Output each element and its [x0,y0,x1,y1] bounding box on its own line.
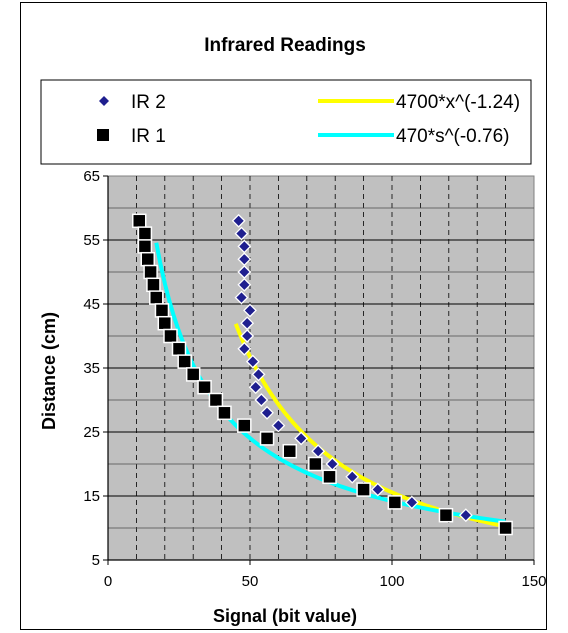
point-ir1 [387,495,403,510]
x-tick-label: 50 [242,573,259,590]
point-ir2 [294,431,309,446]
point-ir1 [157,315,173,331]
y-tick-label: 55 [83,232,100,249]
point-ir2 [240,329,255,343]
point-ir1 [356,482,371,497]
point-ir2 [254,393,269,407]
point-ir1 [137,226,153,241]
point-ir1 [208,392,224,408]
x-tick-label: 0 [104,573,112,590]
point-ir1 [438,507,454,523]
y-tick-label: 15 [83,488,100,505]
point-ir2 [370,482,385,497]
x-axis-title: Signal (bit value) [213,606,357,626]
y-tick-label: 35 [83,360,100,377]
chart: Infrared Readings IR 2 IR 1 4700*x^(-1.2… [39,35,547,626]
axes [103,175,535,565]
tick-labels: 0 50 100 150 5 15 25 35 45 55 65 [83,168,546,590]
legend-entry-trend-ir2: 4700*x^(-1.24) [318,92,520,113]
point-ir2 [237,277,252,292]
chart-title: Infrared Readings [204,35,366,56]
point-ir1 [146,277,161,293]
point-ir1 [149,290,164,305]
y-tick-label: 45 [83,296,100,313]
point-ir2 [234,290,249,305]
point-ir2 [345,469,360,484]
point-ir1 [498,520,513,536]
point-ir2 [271,418,286,433]
point-ir2 [243,303,257,318]
point-ir2 [231,213,246,228]
legend-marker-ir2 [99,96,109,106]
legend-marker-ir1 [97,129,109,141]
point-ir1 [237,418,252,433]
legend: IR 2 IR 1 4700*x^(-1.24) 470*s^(-0.76) [40,79,532,165]
point-ir2 [245,354,260,369]
point-ir1 [282,443,298,459]
point-ir1 [154,303,170,318]
point-ir1 [217,405,232,421]
point-ir2 [251,367,266,382]
point-ir2 [248,380,263,395]
legend-entry-trend-ir1: 470*s^(-0.76) [318,126,509,147]
point-ir1 [140,251,156,267]
legend-box [40,79,532,165]
point-ir1 [185,367,201,382]
y-axis-title: Distance (cm) [39,312,59,430]
x-tick-label: 150 [521,573,546,590]
legend-label-ir1: IR 1 [131,126,166,147]
y-tick-label: 65 [83,168,100,185]
point-ir2 [237,341,252,356]
point-ir2 [458,508,473,523]
point-ir2 [260,405,274,420]
point-ir2 [404,495,419,510]
point-ir1 [171,341,187,357]
chart-frame: Infrared Readings IR 2 IR 1 4700*x^(-1.2… [20,2,547,630]
legend-entry-ir2: IR 2 [99,92,166,113]
y-tick-label: 25 [83,424,100,441]
legend-entry-ir1: IR 1 [97,126,166,147]
data-points [131,213,513,536]
point-ir1 [259,431,275,446]
point-ir1 [177,354,192,369]
x-tick-label: 100 [379,573,404,590]
legend-label-trend-ir2: 4700*x^(-1.24) [396,92,520,113]
legend-label-trend-ir1: 470*s^(-0.76) [396,126,509,147]
point-ir1 [143,264,158,280]
point-ir1 [137,239,153,254]
point-ir2 [234,226,249,241]
point-ir1 [322,469,337,485]
point-ir1 [131,213,147,229]
point-ir1 [308,456,323,472]
point-ir1 [163,328,178,344]
point-ir1 [197,379,212,395]
y-tick-label: 5 [92,552,100,569]
legend-label-ir2: IR 2 [131,92,166,113]
